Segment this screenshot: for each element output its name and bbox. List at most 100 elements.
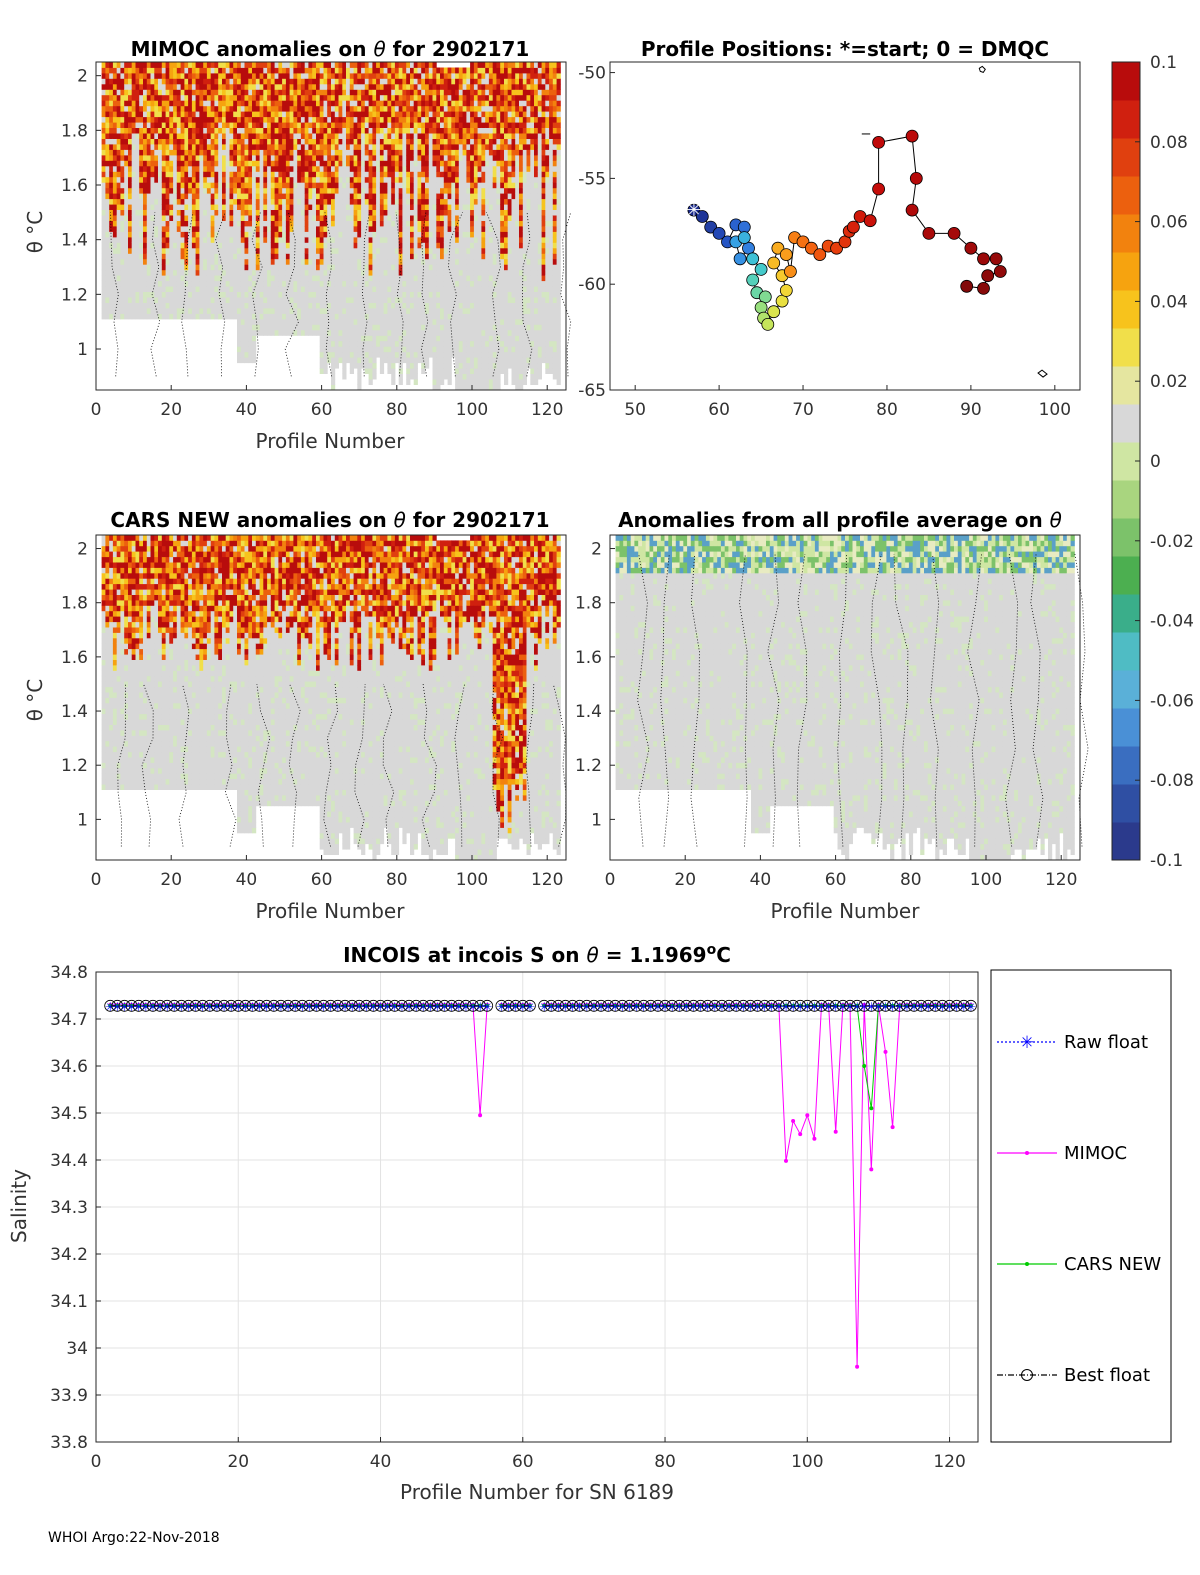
heatmap-cell bbox=[128, 128, 132, 134]
heatmap-cell bbox=[218, 128, 222, 134]
heatmap-cell bbox=[124, 286, 128, 292]
heatmap-cell bbox=[105, 286, 109, 292]
heatmap-cell bbox=[177, 111, 181, 117]
heatmap-cell bbox=[113, 78, 117, 84]
heatmap-cell bbox=[237, 215, 241, 221]
heatmap-cell bbox=[136, 248, 140, 254]
heatmap-cell bbox=[214, 242, 218, 248]
heatmap-cell bbox=[147, 177, 151, 183]
heatmap-cell bbox=[120, 221, 124, 227]
heatmap-cell bbox=[245, 352, 249, 358]
heatmap-cell bbox=[237, 204, 241, 210]
heatmap-cell bbox=[188, 237, 192, 243]
heatmap-cell bbox=[245, 155, 249, 161]
heatmap-cell bbox=[136, 193, 140, 199]
heatmap-cell bbox=[184, 275, 188, 281]
heatmap-cell bbox=[120, 155, 124, 161]
heatmap-cell bbox=[226, 188, 230, 194]
heatmap-cell bbox=[117, 128, 121, 134]
heatmap-cell bbox=[105, 100, 109, 106]
heatmap-cell bbox=[105, 171, 109, 177]
heatmap-cell bbox=[166, 204, 170, 210]
heatmap-cell bbox=[151, 314, 155, 320]
heatmap-cell bbox=[120, 193, 124, 199]
heatmap-cell bbox=[166, 68, 170, 74]
heatmap-cell bbox=[199, 78, 203, 84]
heatmap-cell bbox=[177, 166, 181, 172]
heatmap-cell bbox=[173, 210, 177, 216]
heatmap-cell bbox=[256, 62, 260, 68]
heatmap-cell bbox=[245, 242, 249, 248]
heatmap-cell bbox=[147, 270, 151, 276]
heatmap-cell bbox=[211, 275, 215, 281]
heatmap-cell bbox=[177, 248, 181, 254]
heatmap-cell bbox=[263, 248, 267, 254]
heatmap-cell bbox=[124, 215, 128, 221]
heatmap-cell bbox=[245, 139, 249, 145]
heatmap-cell bbox=[139, 193, 143, 199]
heatmap-cell bbox=[199, 297, 203, 303]
heatmap-cell bbox=[105, 303, 109, 309]
heatmap-cell bbox=[169, 248, 173, 254]
heatmap-cell bbox=[248, 150, 252, 156]
heatmap-cell bbox=[154, 155, 158, 161]
heatmap-cell bbox=[162, 314, 166, 320]
heatmap-cell bbox=[211, 182, 215, 188]
heatmap-cell bbox=[173, 111, 177, 117]
heatmap-cell bbox=[147, 275, 151, 281]
heatmap-cell bbox=[222, 275, 226, 281]
heatmap-cell bbox=[256, 144, 260, 150]
heatmap-cell bbox=[158, 117, 162, 123]
heatmap-cell bbox=[128, 155, 132, 161]
heatmap-cell bbox=[102, 122, 106, 128]
heatmap-cell bbox=[222, 193, 226, 199]
heatmap-cell bbox=[102, 303, 106, 309]
heatmap-cell bbox=[128, 308, 132, 314]
heatmap-cell bbox=[136, 128, 140, 134]
heatmap-cell bbox=[222, 226, 226, 232]
heatmap-cell bbox=[105, 253, 109, 259]
heatmap-cell bbox=[117, 182, 121, 188]
heatmap-cell bbox=[158, 248, 162, 254]
heatmap-cell bbox=[169, 177, 173, 183]
heatmap-cell bbox=[136, 264, 140, 270]
heatmap-cell bbox=[192, 259, 196, 265]
heatmap-cell bbox=[117, 133, 121, 139]
heatmap-cell bbox=[188, 128, 192, 134]
heatmap-cell bbox=[169, 166, 173, 172]
heatmap-cell bbox=[124, 232, 128, 238]
heatmap-cell bbox=[218, 292, 222, 298]
heatmap-cell bbox=[120, 264, 124, 270]
heatmap-cell bbox=[237, 264, 241, 270]
heatmap-cell bbox=[124, 160, 128, 166]
heatmap-cell bbox=[237, 117, 241, 123]
heatmap-cell bbox=[162, 308, 166, 314]
heatmap-cell bbox=[169, 242, 173, 248]
heatmap-cell bbox=[188, 84, 192, 90]
heatmap-cell bbox=[113, 226, 117, 232]
heatmap-cell bbox=[117, 248, 121, 254]
heatmap-cell bbox=[245, 150, 249, 156]
heatmap-cell bbox=[207, 68, 211, 74]
heatmap-cell bbox=[252, 341, 256, 347]
heatmap-cell bbox=[199, 155, 203, 161]
heatmap-cell bbox=[230, 270, 234, 276]
heatmap-cell bbox=[203, 221, 207, 227]
heatmap-cell bbox=[245, 171, 249, 177]
heatmap-cell bbox=[256, 237, 260, 243]
heatmap-cell bbox=[102, 242, 106, 248]
heatmap-cell bbox=[132, 226, 136, 232]
heatmap-cell bbox=[196, 215, 200, 221]
heatmap-cell bbox=[117, 242, 121, 248]
heatmap-cell bbox=[248, 292, 252, 298]
heatmap-cell bbox=[181, 253, 185, 259]
heatmap-cell bbox=[188, 144, 192, 150]
heatmap-cell bbox=[158, 204, 162, 210]
heatmap-cell bbox=[132, 160, 136, 166]
heatmap-cell bbox=[173, 259, 177, 265]
heatmap-cell bbox=[102, 84, 106, 90]
heatmap-cell bbox=[109, 139, 113, 145]
heatmap-cell bbox=[132, 210, 136, 216]
heatmap-cell bbox=[105, 89, 109, 95]
heatmap-cell bbox=[192, 150, 196, 156]
